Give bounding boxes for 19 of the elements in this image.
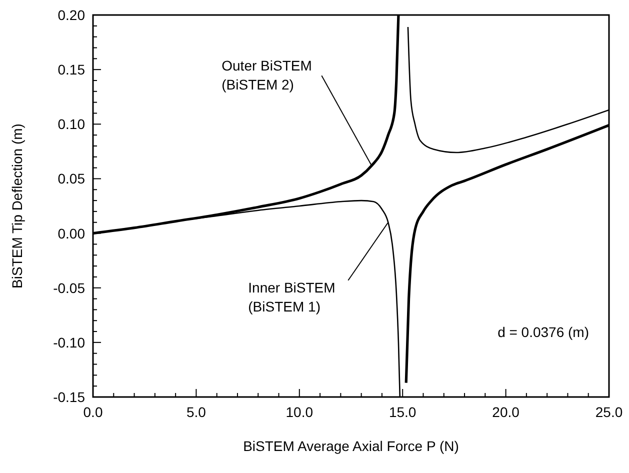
annotation: Inner BiSTEM (BiSTEM 1) [248,279,336,314]
y-tick-label: -0.15 [53,389,86,405]
annotation: Outer BiSTEM (BiSTEM 2) [222,58,312,93]
y-tick-label: 0.20 [58,7,86,23]
y-axis-title: BiSTEM Tip Deflection (m) [9,124,25,288]
y-tick-label: 0.10 [58,116,86,132]
y-tick-label: -0.05 [53,280,86,296]
y-tick-label: 0.00 [58,225,86,242]
x-tick-label: 15.0 [388,404,416,420]
y-tick-label: -0.10 [53,334,86,350]
x-tick-label: 0.0 [83,404,103,420]
x-tick-label: 10.0 [286,404,314,420]
x-tick-label: 25.0 [595,404,623,420]
y-tick-label: 0.05 [58,170,86,187]
annotation: d = 0.0376 (m) [498,324,589,340]
x-tick-label: 20.0 [492,404,520,420]
x-axis-title: BiSTEM Average Axial Force P (N) [243,438,459,454]
y-tick-label: 0.15 [58,62,86,78]
x-tick-label: 5.0 [186,404,206,420]
